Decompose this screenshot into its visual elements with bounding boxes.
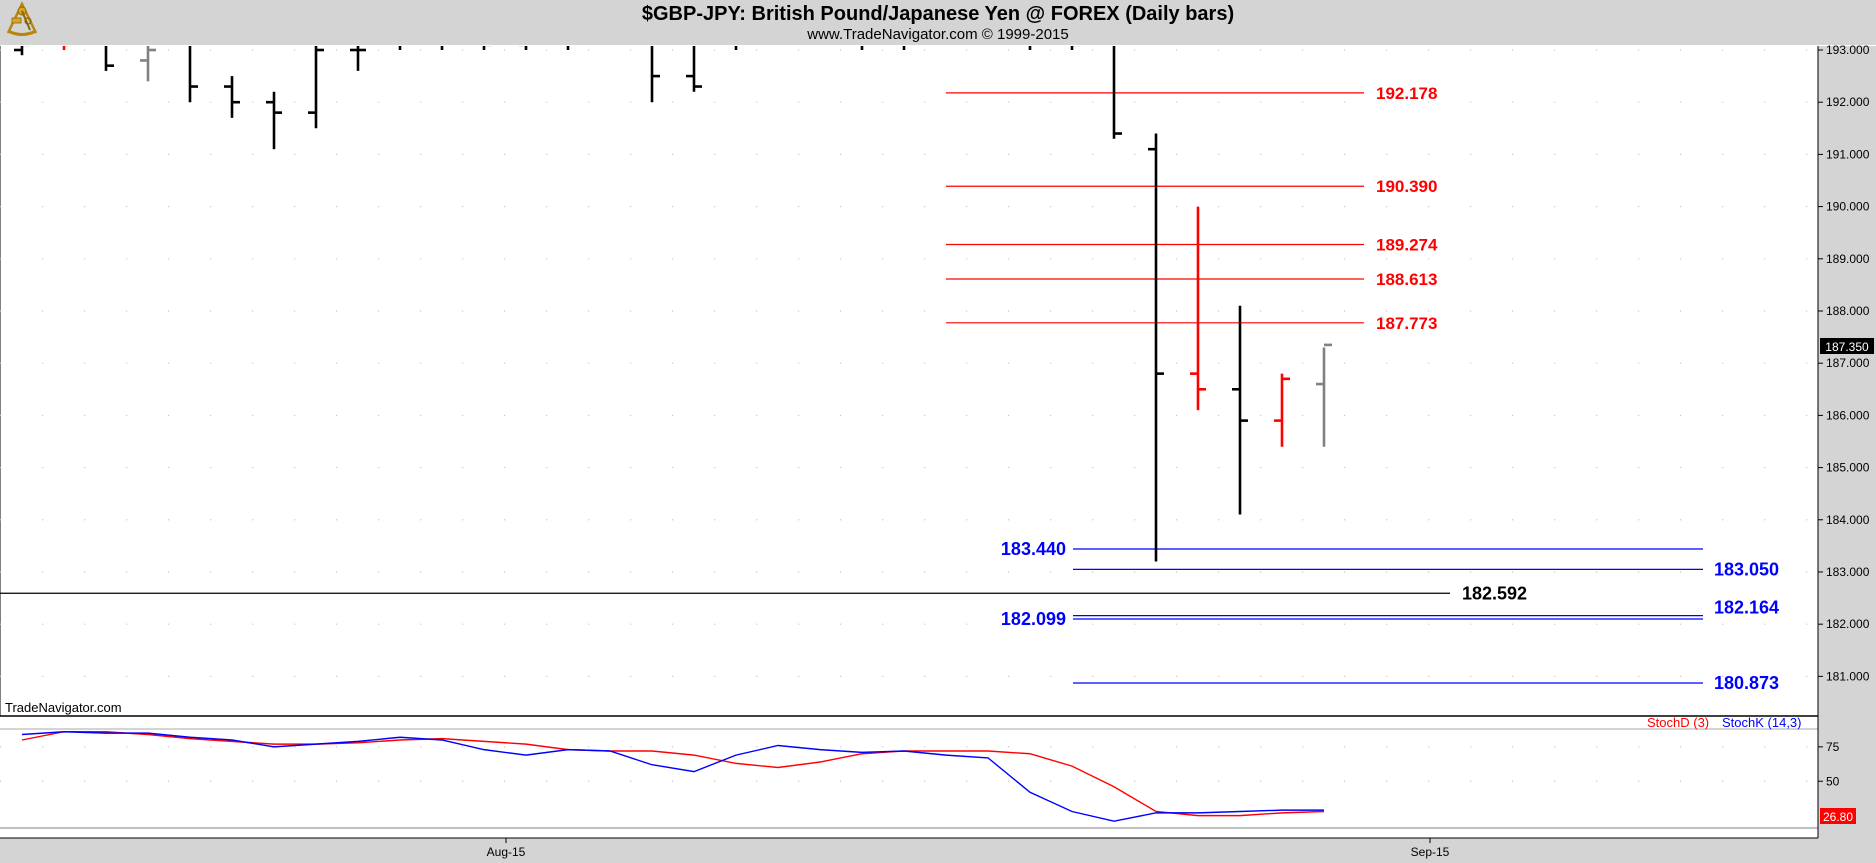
stochastic-axis-ticks: 75 50 [1818,740,1840,788]
level-label-support: 183.050 [1714,559,1779,579]
ohlc-bar [440,46,444,50]
ohlc-bar [1148,133,1164,562]
price-tick-label: 192.000 [1826,95,1870,109]
date-tick-label: Aug-15 [487,845,526,859]
date-axis: Aug-15 Sep-15 [0,837,1876,863]
price-tick-label: 182.000 [1826,617,1870,631]
ohlc-bar [1190,206,1206,411]
price-panel: 192.178 190.390 189.274 188.613 187.773 183.4… [0,19,1818,716]
ohlc-bar [104,46,114,71]
price-tick-label: 193.000 [1826,43,1870,57]
price-axis-ticks: 193.000 192.000 191.000 190.000 189.000 188.0… [1818,43,1870,683]
price-tick-label: 185.000 [1826,461,1870,475]
ohlc-bar [482,46,492,50]
watermark-text: TradeNavigator.com [5,700,122,715]
price-axis: 193.000 192.000 191.000 190.000 189.000 188.0… [1817,43,1876,863]
level-label-resistance: 189.274 [1376,235,1438,254]
price-tick-label: 187.000 [1826,356,1870,370]
ohlc-bar [1274,373,1290,447]
price-tick-label: 181.000 [1826,669,1870,683]
price-levels: 192.178 190.390 189.274 188.613 187.773 183.4… [0,84,1779,693]
ohlc-bar [518,46,528,50]
level-label-resistance: 188.613 [1376,270,1437,289]
level-label-resistance: 192.178 [1376,84,1437,103]
ohlc-bar [1112,46,1122,139]
stoch-series-line [21,731,1325,817]
date-axis-ticks: Aug-15 Sep-15 [487,838,1450,859]
ohlc-bar [350,46,366,71]
legend-stoch-d: StochD (3) [1647,715,1709,730]
stochastic-panel: StochD (3) StochK (14,3) [0,715,1818,829]
ohlc-bar [188,46,198,103]
chart-subtitle: www.TradeNavigator.com © 1999-2015 [807,26,1069,43]
ohlc-bar [1232,305,1248,515]
stoch-series-line [21,731,1324,822]
level-label-support: 182.164 [1714,598,1779,618]
price-tick-label: 191.000 [1826,147,1870,161]
ohlc-bar [686,46,702,92]
price-tick-label: 189.000 [1826,252,1870,266]
level-label-resistance: 187.773 [1376,314,1437,333]
date-tick-label: Sep-15 [1411,845,1450,859]
chart-header: $GBP-JPY: British Pound/Japanese Yen @ F… [0,0,1876,45]
ohlc-bar [812,19,828,45]
ohlc-bar [14,46,30,56]
chart-title: $GBP-JPY: British Pound/Japanese Yen @ F… [641,3,1235,25]
level-label-support: 182.099 [1001,609,1066,629]
ohlc-bar [980,19,996,45]
stoch-tick-label: 50 [1826,774,1840,788]
ohlc-bar [62,46,72,50]
ohlc-bar [308,46,324,129]
sextant-logo-icon [6,1,38,36]
ohlc-bar [770,19,786,45]
ohlc-bar [902,46,906,50]
ohlc-bar [602,24,618,45]
price-tick-label: 183.000 [1826,565,1870,579]
price-bars [14,19,1332,562]
ohlc-bar [1070,46,1080,50]
level-label-resistance: 190.390 [1376,177,1437,196]
ohlc-bar [860,46,864,50]
level-label-support: 180.873 [1714,673,1779,693]
ohlc-bar [650,46,660,103]
last-price-label: 187.350 [1825,340,1869,354]
price-tick-label: 190.000 [1826,200,1870,214]
ohlc-bar [1316,343,1332,447]
ohlc-bar [938,24,954,45]
last-stoch-label: 26.80 [1823,810,1853,824]
ohlc-bar [566,46,570,50]
stochastic-lines [21,731,1325,822]
ohlc-bar [734,46,738,50]
level-label-pivot: 182.592 [1462,583,1527,603]
ohlc-bar [224,76,240,118]
ohlc-bar [140,46,156,82]
level-label-support: 183.440 [1001,539,1066,559]
stoch-tick-label: 75 [1826,740,1840,754]
ohlc-bar [1028,46,1032,50]
ohlc-bar [266,91,282,150]
price-tick-label: 186.000 [1826,408,1870,422]
legend-stoch-k: StochK (14,3) [1722,715,1802,730]
ohlc-bar [398,46,402,50]
price-tick-label: 188.000 [1826,304,1870,318]
price-tick-label: 184.000 [1826,513,1870,527]
